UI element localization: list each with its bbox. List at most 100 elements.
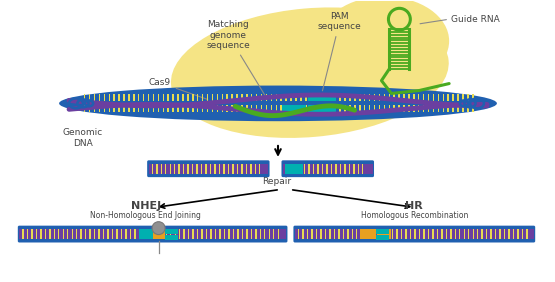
Text: Cas9: Cas9 [149,78,208,100]
Bar [80,234,82,239]
Bar [226,94,228,102]
Bar [353,164,355,169]
Bar [152,229,154,234]
Bar [410,234,411,239]
Bar [117,229,118,234]
Bar [241,105,243,112]
Bar [31,229,33,234]
Bar [123,94,125,102]
Bar [236,105,238,112]
Bar [123,105,125,112]
Bar [398,94,400,102]
Bar [320,229,322,234]
Bar [207,94,208,102]
Bar [423,234,425,239]
Bar [438,105,439,112]
Bar [364,94,365,102]
Bar [223,164,225,169]
Bar [22,229,24,234]
Bar [331,164,332,169]
Bar [388,105,390,112]
Bar [211,105,213,112]
Bar [495,234,496,239]
Ellipse shape [171,7,449,138]
Bar [228,164,229,169]
Bar [103,229,104,234]
Bar [259,164,260,169]
Bar [169,164,171,169]
Bar [356,234,357,239]
Bar [125,229,127,234]
Bar [326,164,327,169]
Bar [285,169,303,174]
Bar [177,105,179,112]
Bar [374,234,375,239]
Bar [149,164,268,169]
Bar [313,169,314,174]
Bar [179,234,180,239]
Bar [269,234,270,239]
Bar [362,169,364,174]
Bar [286,169,287,174]
Bar [338,229,340,234]
Bar [290,94,292,102]
Bar [36,234,37,239]
Bar [139,234,153,239]
Bar [63,229,64,234]
Bar [148,234,149,239]
Bar [335,169,336,174]
Bar [320,234,322,239]
Text: HR: HR [406,201,423,211]
Bar [330,105,331,112]
Bar [241,169,243,174]
Bar [192,94,194,102]
Bar [192,105,194,112]
Bar [241,234,243,239]
Bar [410,229,411,234]
Bar [342,234,344,239]
Bar [320,94,321,102]
Bar [148,105,149,112]
Bar [157,229,158,234]
Bar [432,229,433,234]
Bar [365,229,366,234]
Bar [157,234,158,239]
Bar [133,94,134,102]
Bar [169,169,171,174]
Bar [364,105,365,112]
Bar [468,234,470,239]
Bar [457,94,459,102]
Bar [197,229,198,234]
Bar [251,94,253,102]
Bar [419,229,420,234]
Bar [201,164,202,169]
Bar [138,105,139,112]
Bar [125,234,127,239]
Bar [107,229,109,234]
Bar [236,164,238,169]
Bar [376,229,390,233]
Bar [347,229,349,234]
Bar [290,105,292,112]
Bar [455,234,456,239]
Bar [112,234,113,239]
Bar [177,94,179,102]
Bar [104,105,105,112]
Bar [290,164,292,169]
Bar [331,169,332,174]
Bar [174,234,176,239]
Bar [311,234,312,239]
Bar [275,105,277,112]
Bar [251,229,252,234]
Bar [396,229,398,234]
Bar [374,105,375,112]
Bar [224,229,225,234]
Bar [379,234,380,239]
Bar [352,234,353,239]
Bar [121,229,122,234]
Bar [130,229,131,234]
Bar [160,164,162,169]
Bar [349,105,351,112]
Bar [187,94,189,102]
Bar [260,229,261,234]
